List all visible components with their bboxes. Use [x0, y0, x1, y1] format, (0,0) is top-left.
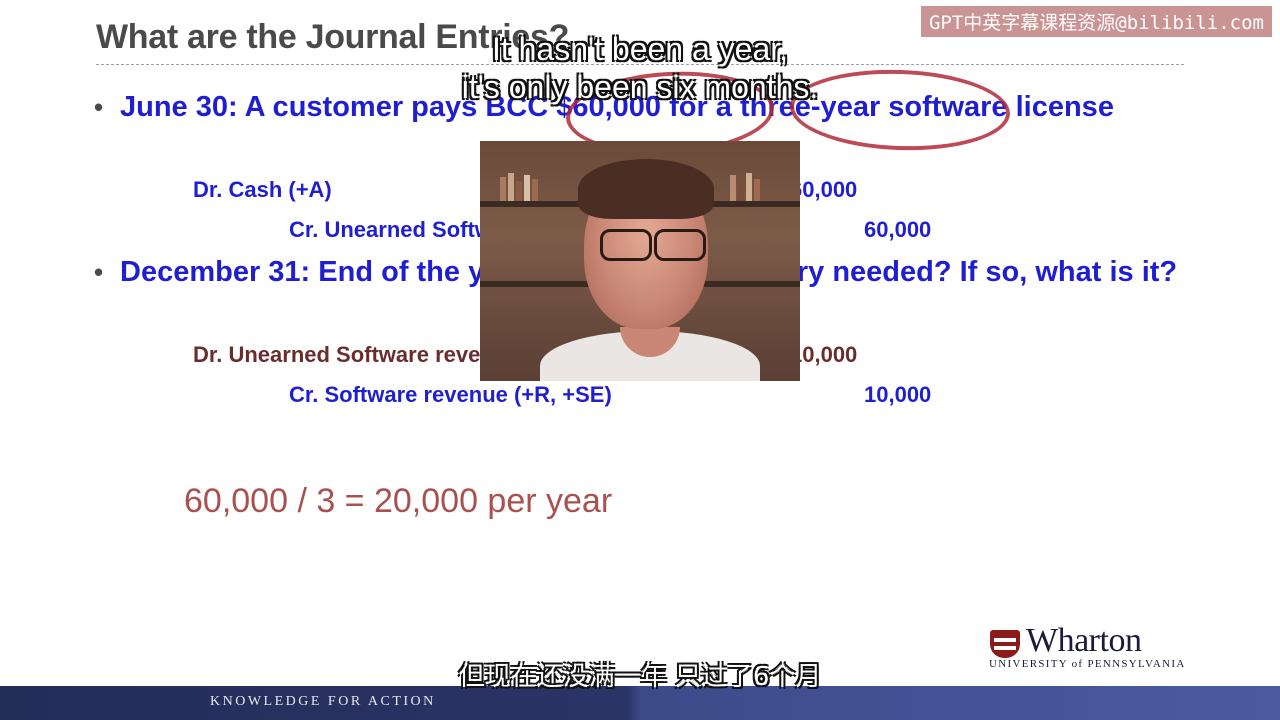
entry-credit-revenue-amount: 10,000: [864, 382, 932, 407]
title-divider: [96, 64, 1184, 65]
presenter-video: [480, 141, 800, 381]
glasses-icon: [654, 229, 706, 261]
subtitle-english-line-1: It hasn't been a year,: [491, 31, 789, 67]
footer-tagline: KNOWLEDGE FOR ACTION: [210, 694, 436, 709]
entry-debit-cash-amount: 60,000: [790, 177, 858, 202]
calculation-text: 60,000 / 3 = 20,000 per year: [184, 482, 613, 520]
entry-debit-cash: Dr. Cash (+A): [193, 177, 332, 202]
slide-title: What are the Journal Entries?: [96, 18, 570, 56]
glasses-icon: [600, 229, 652, 261]
books: [500, 171, 580, 201]
subtitle-english-line-2: it's only been six months.: [461, 69, 819, 105]
entry-debit-unearned-amount: 10,000: [790, 342, 858, 367]
bullet-dot-icon: •: [94, 257, 104, 287]
footer-bar: KNOWLEDGE FOR ACTION: [0, 686, 1280, 720]
channel-watermark: GPT中英字幕课程资源@bilibili.com: [920, 6, 1272, 37]
bullet-june-30: • June 30: A customer pays BCC $60,000 f…: [94, 88, 1200, 127]
presenter-hair: [578, 159, 714, 219]
wharton-logo: Wharton UNIVERSITY of PENNSYLVANIA: [988, 622, 1198, 672]
books: [730, 171, 790, 201]
bullet-text: June 30: A customer pays BCC $60,000 for…: [120, 91, 1114, 123]
subtitle-chinese: 但现在还没满一年 只过了6个月: [458, 662, 822, 692]
entry-credit-unearned-amount: 60,000: [864, 217, 932, 242]
logo-name: Wharton: [1026, 622, 1142, 659]
logo-subtitle: UNIVERSITY of PENNSYLVANIA: [989, 658, 1186, 670]
entry-credit-revenue: Cr. Software revenue (+R, +SE): [289, 382, 612, 407]
shield-icon: [990, 630, 1020, 658]
bullet-dot-icon: •: [94, 92, 104, 122]
